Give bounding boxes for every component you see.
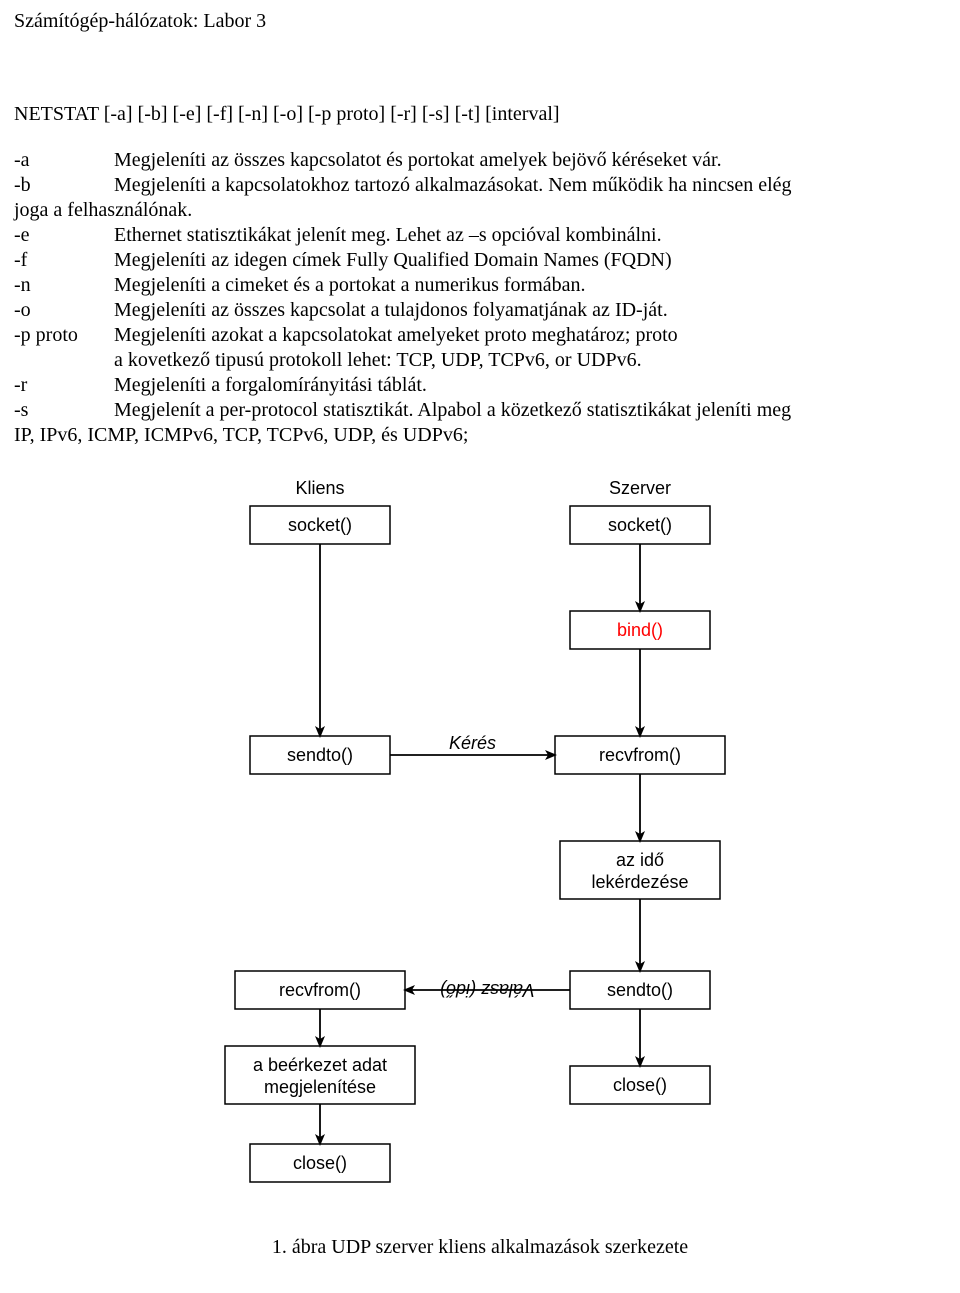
option-p-cont: a kovetkező tipusú protokoll lehet: TCP,… — [114, 348, 946, 373]
option-p: -p protoMegjeleníti azokat a kapcsolatok… — [14, 323, 946, 348]
option-s-cont: IP, IPv6, ICMP, ICMPv6, TCP, TCPv6, UDP,… — [14, 423, 946, 448]
option-r-flag: -r — [14, 373, 114, 398]
option-s-flag: -s — [14, 398, 114, 423]
option-b-text1: Megjeleníti a kapcsolatokhoz tartozó alk… — [114, 174, 792, 196]
svg-text:close(): close() — [293, 1153, 347, 1173]
svg-text:recvfrom(): recvfrom() — [279, 980, 361, 1000]
option-f-text: Megjeleníti az idegen címek Fully Qualif… — [114, 249, 672, 271]
svg-text:Kérés: Kérés — [449, 733, 496, 753]
option-b-cont: joga a felhasználónak. — [14, 198, 946, 223]
svg-text:az idő: az idő — [616, 850, 664, 870]
option-b-flag: -b — [14, 173, 114, 198]
option-n: -nMegjeleníti a cimeket és a portokat a … — [14, 273, 946, 298]
option-a-text: Megjeleníti az összes kapcsolatot és por… — [114, 149, 722, 171]
svg-text:close(): close() — [613, 1075, 667, 1095]
figure-caption: 1. ábra UDP szerver kliens alkalmazások … — [14, 1236, 946, 1259]
svg-text:Kliens: Kliens — [295, 478, 344, 498]
usage-line: NETSTAT [-a] [-b] [-e] [-f] [-n] [-o] [-… — [14, 103, 946, 126]
svg-text:bind(): bind() — [617, 620, 663, 640]
option-a-flag: -a — [14, 148, 114, 173]
page-header: Számítógép-hálózatok: Labor 3 — [14, 10, 946, 33]
svg-text:socket(): socket() — [608, 515, 672, 535]
svg-text:socket(): socket() — [288, 515, 352, 535]
option-e: -eEthernet statisztikákat jelenít meg. L… — [14, 223, 946, 248]
options-block: -aMegjeleníti az összes kapcsolatot és p… — [14, 148, 946, 448]
option-n-text: Megjeleníti a cimeket és a portokat a nu… — [114, 274, 586, 296]
option-o-flag: -o — [14, 298, 114, 323]
svg-text:recvfrom(): recvfrom() — [599, 745, 681, 765]
option-a: -aMegjeleníti az összes kapcsolatot és p… — [14, 148, 946, 173]
option-n-flag: -n — [14, 273, 114, 298]
svg-text:Szerver: Szerver — [609, 478, 671, 498]
option-o: -oMegjeleníti az összes kapcsolat a tula… — [14, 298, 946, 323]
option-p-text1: Megjeleníti azokat a kapcsolatokat amely… — [114, 324, 678, 346]
flowchart-svg: Kliens Szerver socket() sendto() recvfrom() a… — [140, 476, 820, 1206]
option-f-flag: -f — [14, 248, 114, 273]
flowchart-figure: Kliens Szerver socket() sendto() recvfrom() a… — [14, 476, 946, 1206]
option-r: -rMegjeleníti a forgalomírányitási táblá… — [14, 373, 946, 398]
svg-text:megjelenítése: megjelenítése — [264, 1077, 376, 1097]
svg-text:sendto(): sendto() — [287, 745, 353, 765]
svg-text:lekérdezése: lekérdezése — [591, 872, 688, 892]
option-e-text: Ethernet statisztikákat jelenít meg. Leh… — [114, 224, 662, 246]
option-f: -fMegjeleníti az idegen címek Fully Qual… — [14, 248, 946, 273]
option-e-flag: -e — [14, 223, 114, 248]
svg-text:sendto(): sendto() — [607, 980, 673, 1000]
svg-text:Válasz (idő): Válasz (idő) — [440, 980, 535, 1000]
document-page: Számítógép-hálózatok: Labor 3 NETSTAT [-… — [0, 0, 960, 1293]
option-r-text: Megjeleníti a forgalomírányitási táblát. — [114, 374, 427, 396]
svg-text:a beérkezet adat: a beérkezet adat — [253, 1055, 387, 1075]
option-o-text: Megjeleníti az összes kapcsolat a tulajd… — [114, 299, 668, 321]
option-p-flag: -p proto — [14, 323, 114, 348]
option-s-text1: Megjelenít a per-protocol statisztikát. … — [114, 399, 791, 421]
option-b: -bMegjeleníti a kapcsolatokhoz tartozó a… — [14, 173, 946, 198]
option-s: -sMegjelenít a per-protocol statisztikát… — [14, 398, 946, 423]
